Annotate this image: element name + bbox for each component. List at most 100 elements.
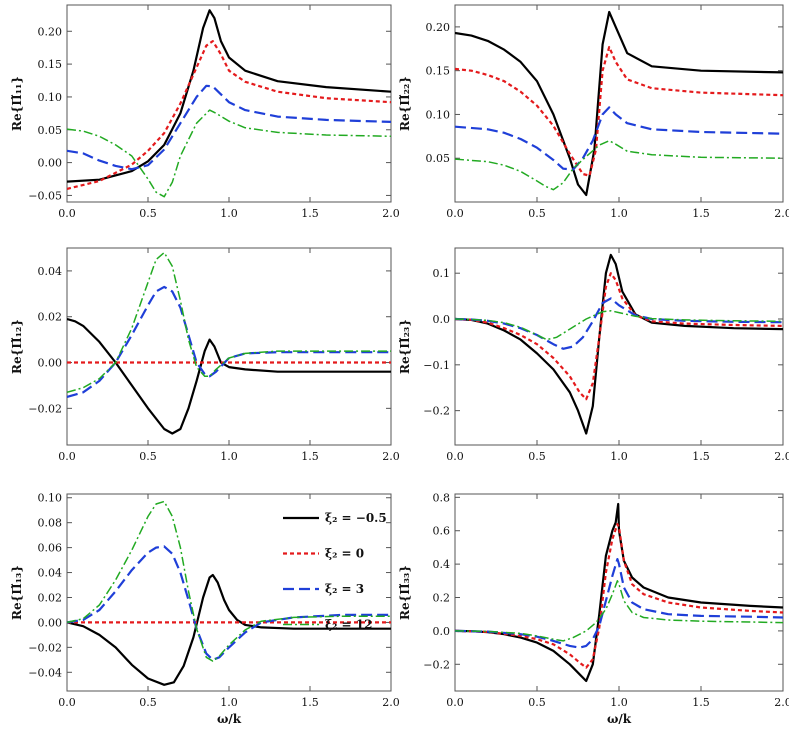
x-tick-label: 1.0 bbox=[610, 207, 628, 220]
y-axis-label: Re{Π̃₂₃} bbox=[398, 319, 412, 374]
y-tick-label: 0.00 bbox=[38, 357, 63, 370]
series-line-0-5 bbox=[455, 10, 783, 197]
y-tick-label: 0.6 bbox=[433, 525, 451, 538]
x-tick-label: 0.5 bbox=[528, 696, 546, 709]
series-line-12 bbox=[455, 139, 783, 191]
y-tick-label: −0.04 bbox=[28, 666, 62, 679]
x-tick-label: 1.5 bbox=[692, 696, 710, 709]
y-tick-label: 0.05 bbox=[426, 152, 451, 165]
legend-label: ξ₂ = 3 bbox=[325, 582, 364, 596]
y-axis-label: Re{Π̃₁₃} bbox=[10, 565, 24, 620]
series-line-3 bbox=[455, 106, 783, 171]
y-tick-label: 0.20 bbox=[426, 21, 451, 34]
x-tick-label: 1.5 bbox=[692, 207, 710, 220]
y-tick-label: 0.02 bbox=[38, 311, 63, 324]
series-line-3 bbox=[67, 545, 391, 661]
x-tick-label: 2.0 bbox=[382, 450, 400, 463]
plot-frame bbox=[66, 247, 392, 446]
series-line-0 bbox=[455, 45, 783, 177]
y-axis-label: Re{Π̃₃₃} bbox=[398, 565, 412, 620]
y-tick-label: 0.20 bbox=[38, 25, 63, 38]
series-line-0-5 bbox=[455, 502, 783, 683]
x-tick-label: 0.5 bbox=[139, 207, 157, 220]
series-line-12 bbox=[67, 109, 391, 198]
panel-p22: 0.0 0.5 1.0 1.5 2.0 0.05 0.10 0.15 0.20 Re{Π̃₂₂} bbox=[398, 4, 789, 220]
series-line-12 bbox=[455, 310, 783, 341]
series-line-0-5 bbox=[67, 317, 391, 435]
panel-p33: 0.0 0.5 1.0 1.5 2.0 −0.2 0.0 0.2 0.4 0.6 0.8 Re{Π̃₃… bbox=[398, 491, 789, 726]
y-tick-label: 0.4 bbox=[433, 558, 451, 571]
x-tick-label: 0.5 bbox=[528, 450, 546, 463]
x-tick-label: 2.0 bbox=[774, 450, 789, 463]
series-line-0 bbox=[67, 39, 391, 190]
y-tick-label: −0.2 bbox=[423, 658, 450, 671]
x-axis-label: ω/k bbox=[607, 712, 632, 726]
y-tick-label: −0.02 bbox=[28, 641, 62, 654]
legend: ξ₂ = −0.5 ξ₂ = 0 ξ₂ = 3 ξ₂ = 12 bbox=[283, 511, 387, 632]
x-tick-label: 0.5 bbox=[139, 450, 157, 463]
x-tick-label: 2.0 bbox=[774, 696, 789, 709]
y-tick-label: 0.1 bbox=[433, 267, 451, 280]
x-tick-label: 1.0 bbox=[610, 450, 628, 463]
legend-label: ξ₂ = −0.5 bbox=[325, 511, 387, 525]
x-tick-label: 1.5 bbox=[301, 696, 319, 709]
y-axis-label: Re{Π̃₂₂} bbox=[398, 76, 412, 131]
series-line-12 bbox=[67, 500, 391, 662]
series-line-0 bbox=[455, 272, 783, 401]
y-tick-label: 0.04 bbox=[38, 567, 63, 580]
panel-p12: 0.0 0.5 1.0 1.5 2.0 −0.02 0.00 0.02 0.04 Re{Π̃₁₂} bbox=[10, 247, 400, 463]
y-tick-label: 0.05 bbox=[38, 124, 63, 137]
x-tick-label: 1.5 bbox=[301, 450, 319, 463]
y-axis-label: Re{Π̃₁₂} bbox=[10, 319, 24, 374]
y-tick-label: −0.1 bbox=[423, 359, 450, 372]
y-tick-label: 0.0 bbox=[433, 313, 451, 326]
x-tick-label: 0.0 bbox=[446, 696, 464, 709]
series-line-0 bbox=[455, 522, 783, 669]
series-line-12 bbox=[455, 580, 783, 642]
y-tick-label: 0.08 bbox=[38, 517, 63, 530]
y-tick-label: 0.06 bbox=[38, 542, 63, 555]
x-tick-label: 2.0 bbox=[382, 207, 400, 220]
series-line-3 bbox=[67, 84, 391, 171]
x-tick-label: 0.5 bbox=[139, 696, 157, 709]
x-tick-label: 2.0 bbox=[774, 207, 789, 220]
x-tick-label: 1.0 bbox=[220, 207, 238, 220]
y-tick-label: 0.10 bbox=[426, 108, 451, 121]
x-tick-label: 0.0 bbox=[58, 696, 76, 709]
y-tick-label: 0.00 bbox=[38, 616, 63, 629]
y-tick-label: 0.15 bbox=[426, 65, 451, 78]
x-tick-label: 1.0 bbox=[610, 696, 628, 709]
y-tick-label: 0.04 bbox=[38, 265, 63, 278]
y-tick-label: 0.8 bbox=[433, 491, 451, 504]
x-axis-label: ω/k bbox=[217, 712, 242, 726]
series-line-3 bbox=[455, 557, 783, 649]
y-tick-label: 0.2 bbox=[433, 592, 451, 605]
y-tick-label: 0.02 bbox=[38, 591, 63, 604]
y-tick-label: −0.02 bbox=[28, 402, 62, 415]
y-tick-label: 0.15 bbox=[38, 58, 63, 71]
legend-label: ξ₂ = 0 bbox=[325, 547, 364, 561]
y-tick-label: 0.10 bbox=[38, 91, 63, 104]
y-tick-label: −0.2 bbox=[423, 405, 450, 418]
panel-p23: 0.0 0.5 1.0 1.5 2.0 −0.2 −0.1 0.0 0.1 Re{Π̃₂₃} bbox=[398, 247, 789, 463]
legend-label: ξ₂ = 12 bbox=[325, 618, 372, 632]
y-tick-label: −0.05 bbox=[28, 189, 62, 202]
x-tick-label: 1.0 bbox=[220, 696, 238, 709]
y-axis-label: Re{Π̃₁₁} bbox=[10, 76, 24, 131]
series-line-12 bbox=[67, 251, 391, 394]
x-tick-label: 1.5 bbox=[301, 207, 319, 220]
x-tick-label: 0.0 bbox=[446, 450, 464, 463]
x-tick-label: 1.0 bbox=[220, 450, 238, 463]
x-tick-label: 0.0 bbox=[58, 450, 76, 463]
series-line-0-5 bbox=[67, 9, 391, 183]
x-tick-label: 0.0 bbox=[58, 207, 76, 220]
panel-p13: 0.0 0.5 1.0 1.5 2.0 −0.04 −0.02 0.00 0.02 0.04 0.0… bbox=[10, 492, 400, 726]
x-tick-label: 2.0 bbox=[382, 696, 400, 709]
x-tick-label: 0.0 bbox=[446, 207, 464, 220]
series-line-3 bbox=[67, 285, 391, 398]
x-tick-label: 1.5 bbox=[692, 450, 710, 463]
panel-p11: 0.0 0.5 1.0 1.5 2.0 −0.05 0.00 0.05 0.10 0.15 0.20… bbox=[10, 4, 400, 220]
series-line-0-5 bbox=[455, 253, 783, 435]
y-tick-label: 0.0 bbox=[433, 625, 451, 638]
